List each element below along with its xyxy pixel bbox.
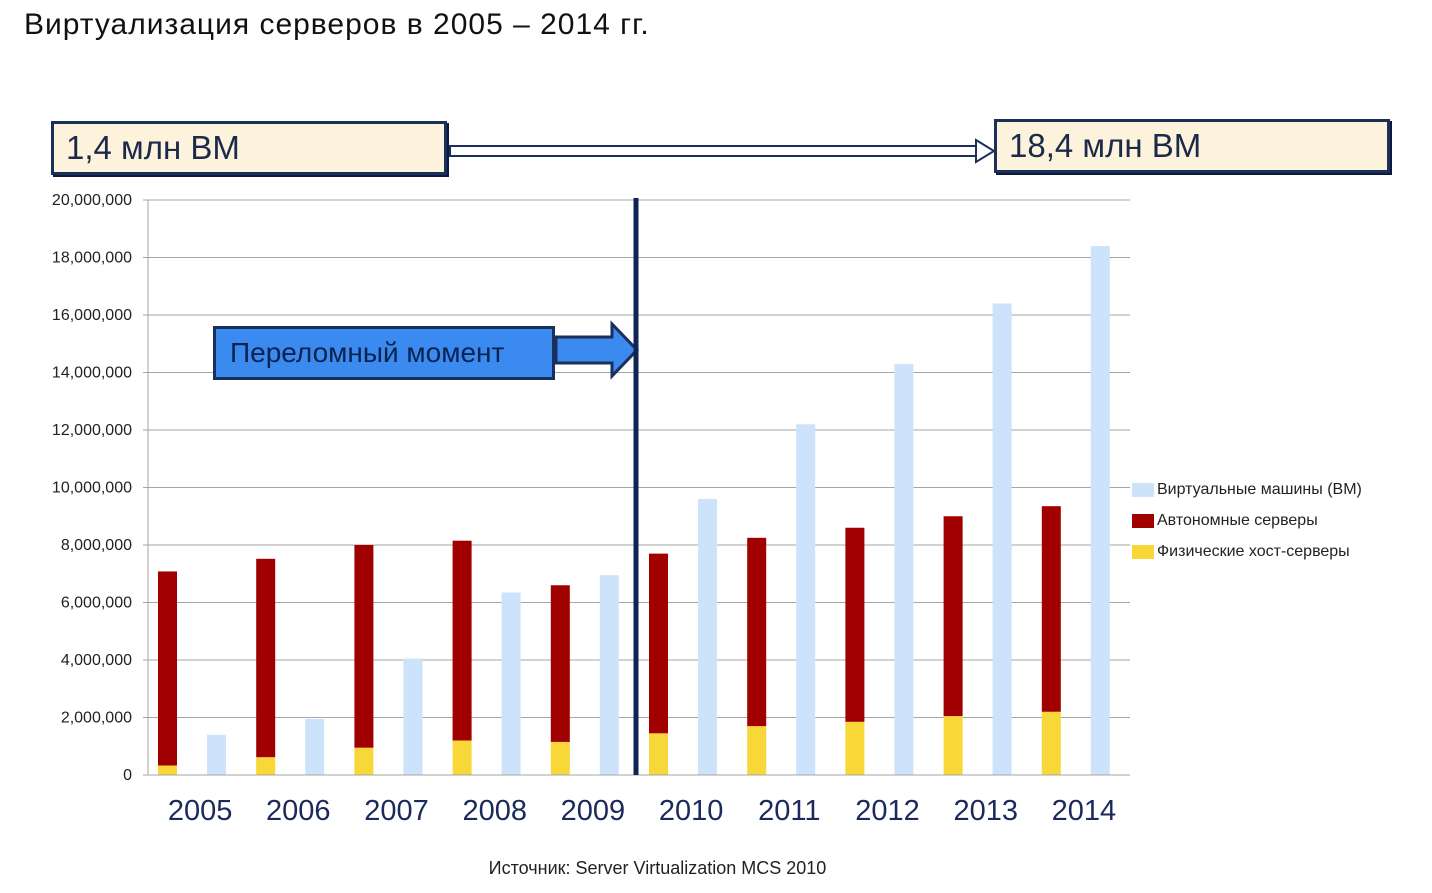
x-tick-label-2013: 2013 [953,795,1018,827]
bar-vm-2013 [992,303,1012,775]
legend-item-vm: Виртуальные машины (ВМ) [1132,474,1362,505]
x-tick-label-2011: 2011 [758,795,820,827]
bar-standalone-2014 [1041,506,1061,712]
y-tick-label: 12,000,000 [52,422,132,439]
bar-hosts-2005 [158,765,177,775]
x-tick-label-2009: 2009 [561,795,626,827]
bar-standalone-2008 [452,540,472,741]
bar-hosts-2008 [452,740,472,775]
bar-hosts-2011 [747,726,767,775]
callout-start-vm: 1,4 млн ВМ [51,121,447,175]
x-tick-label-2005: 2005 [168,795,233,827]
y-tick-label: 10,000,000 [52,480,132,497]
bar-vm-2011 [796,424,816,775]
turning-point-arrow [554,320,640,380]
x-axis: 2005 2006 2007 2008 2009 2010 2011 2012 2013 2014 [148,774,1130,827]
bar-standalone-2009 [550,585,570,742]
callout-end-vm: 18,4 млн ВМ [994,119,1390,173]
page-title: Виртуализация серверов в 2005 – 2014 гг. [24,8,650,41]
bar-hosts-2009 [550,741,570,775]
bar-vm-2014 [1090,246,1110,775]
growth-arrow [449,138,996,164]
legend-swatch-standalone [1132,513,1154,528]
bar-standalone-2005 [158,571,177,766]
bar-hosts-2006 [256,757,276,775]
legend-swatch-vm [1132,482,1154,497]
y-tick-label: 6,000,000 [61,595,132,612]
bar-hosts-2007 [354,747,374,775]
legend-label-vm: Виртуальные машины (ВМ) [1157,480,1362,498]
bar-standalone-2011 [747,537,767,727]
bar-standalone-2013 [943,516,963,717]
y-tick-label: 20,000,000 [52,192,132,209]
bar-vm-2006 [305,718,325,775]
bar-vm-2007 [403,658,423,775]
legend-label-hosts: Физические хост-серверы [1157,542,1350,560]
x-tick-label-2008: 2008 [462,795,527,827]
y-tick-label: 0 [123,767,132,784]
bar-hosts-2012 [845,721,865,775]
bar-hosts-2014 [1041,711,1061,775]
source-note: Источник: Server Virtualization MCS 2010 [488,858,827,878]
y-tick-label: 4,000,000 [61,652,132,669]
legend-label-standalone: Автономные серверы [1157,511,1318,529]
x-tick-label-2007: 2007 [364,795,429,827]
legend: Виртуальные машины (ВМ) Автономные серве… [1132,474,1362,567]
bar-standalone-2010 [649,553,668,734]
bars [158,246,1110,775]
bar-vm-2012 [894,363,914,775]
bar-vm-2009 [599,575,619,775]
bar-standalone-2006 [256,558,276,758]
legend-swatch-hosts [1132,544,1154,559]
x-tick-label-2006: 2006 [266,795,331,827]
legend-item-hosts: Физические хост-серверы [1132,536,1362,567]
y-tick-label: 18,000,000 [52,250,132,267]
y-tick-label: 2,000,000 [61,710,132,727]
x-tick-label-2012: 2012 [855,795,920,827]
x-tick-label-2014: 2014 [1052,795,1117,827]
bar-vm-2008 [501,592,521,775]
legend-item-standalone: Автономные серверы [1132,505,1362,536]
y-tick-label: 16,000,000 [52,307,132,324]
x-tick-label-2010: 2010 [659,795,724,827]
bar-standalone-2007 [354,545,374,748]
grid-lines [148,199,1130,776]
y-tick-label: 8,000,000 [61,537,132,554]
bar-hosts-2013 [943,716,963,775]
y-tick-label: 14,000,000 [52,365,132,382]
y-axis: 0 2,000,000 4,000,000 6,000,000 8,000,000 10,… [52,192,149,784]
turning-point-callout: Переломный момент [213,326,555,380]
bar-vm-2005 [207,734,226,775]
bar-vm-2010 [698,499,717,775]
bar-hosts-2010 [649,733,668,775]
bar-standalone-2012 [845,527,865,722]
